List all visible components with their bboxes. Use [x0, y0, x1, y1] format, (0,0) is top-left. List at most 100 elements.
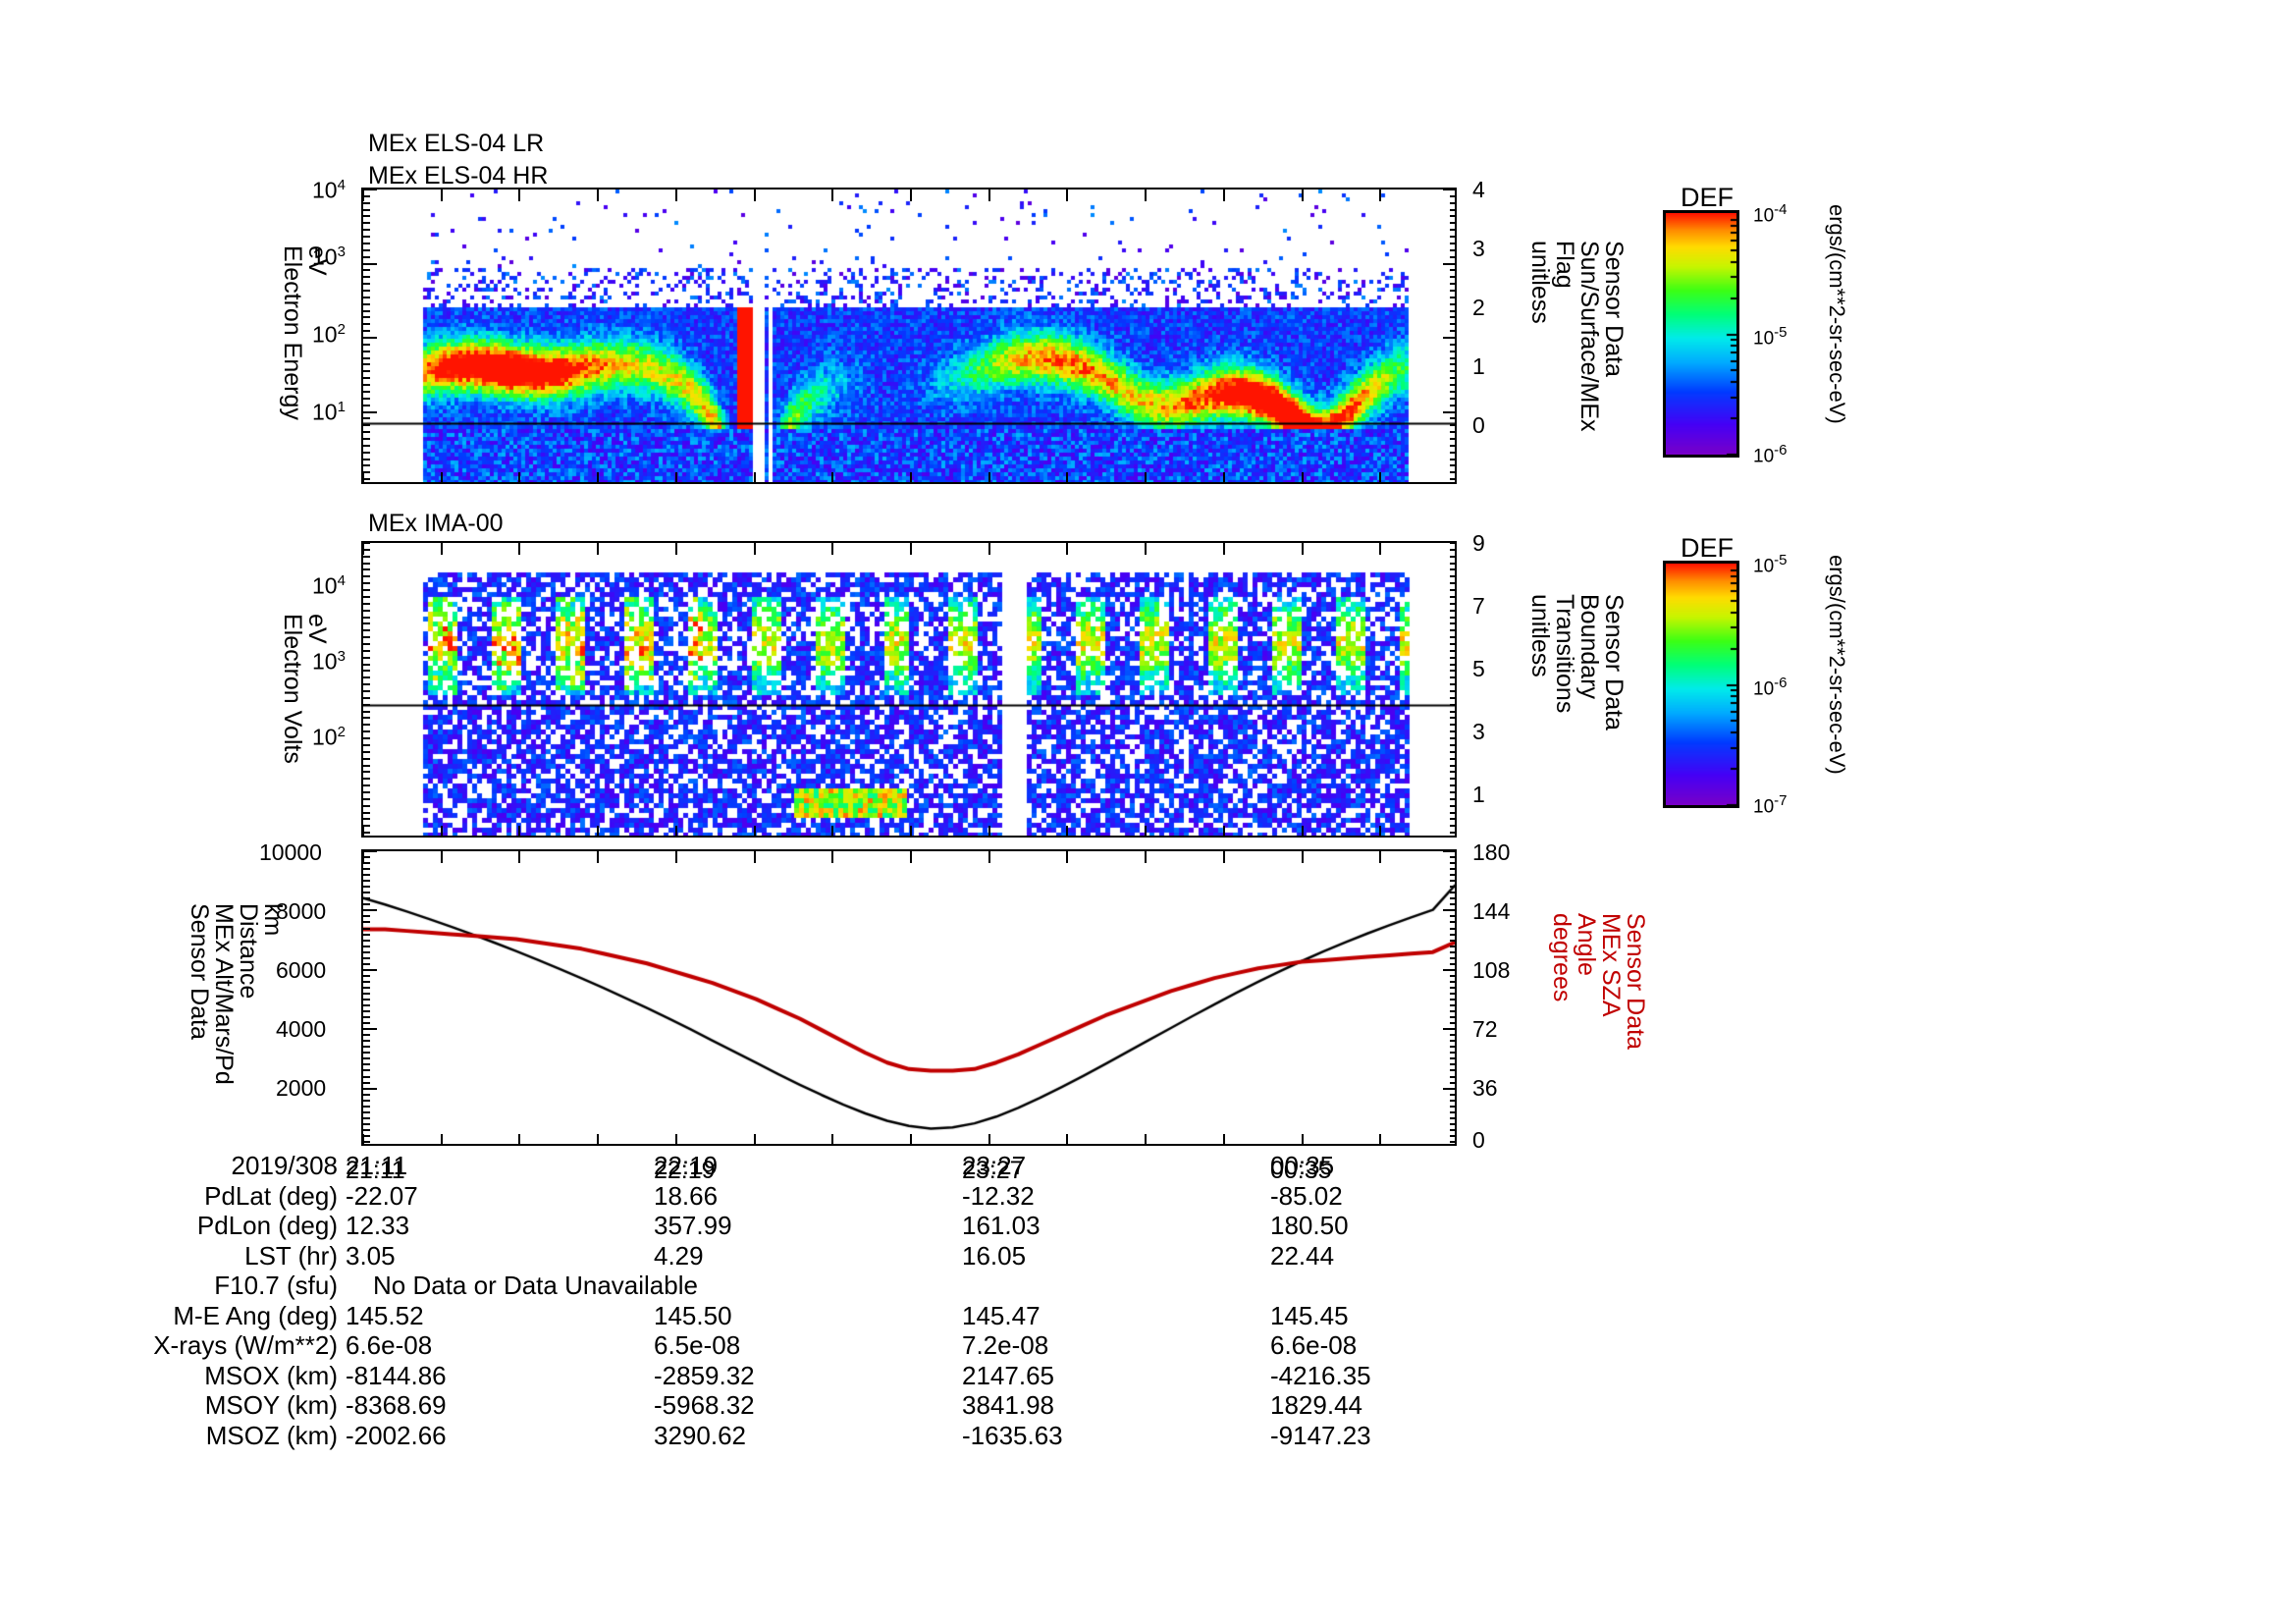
y-tick-mark	[1450, 670, 1455, 673]
y-tick-mark	[1450, 464, 1455, 467]
y-tick-mark	[363, 703, 370, 706]
ephemeris-cell: -22.07	[346, 1180, 418, 1211]
y-tick-mark	[363, 410, 377, 413]
ephemeris-cell: 23:27	[962, 1151, 1027, 1180]
x-tick-mark	[1145, 1134, 1148, 1144]
y-tick-mark	[363, 296, 370, 298]
y-tick-mark	[363, 189, 377, 190]
alt-left-axis-label: Sensor Data MEx Alt/Mars/Pd Distance km	[186, 903, 287, 1085]
x-tick-mark	[1379, 826, 1382, 836]
y-tick-mark	[1450, 880, 1455, 883]
y-tick-mark	[363, 862, 370, 865]
y-tick-mark	[1450, 1093, 1455, 1096]
y-tick-mark	[363, 656, 370, 659]
ephemeris-row-key: MSOX (km)	[204, 1360, 338, 1390]
y-tick-mark	[1450, 832, 1455, 835]
ephemeris-cell: -1635.63	[962, 1420, 1063, 1450]
y-tick-mark	[363, 283, 370, 286]
y-tick-mark	[1450, 778, 1455, 781]
ima-spectrogram-canvas	[363, 543, 1455, 836]
y-tick-mark	[363, 1122, 370, 1125]
y-tick-mark	[1443, 909, 1455, 912]
ephemeris-cell: -4216.35	[1270, 1360, 1371, 1390]
y-tick-mark	[1450, 939, 1455, 942]
y-tick-mark	[363, 437, 370, 440]
x-tick-mark	[1066, 851, 1069, 863]
els-spectrogram-canvas	[363, 189, 1455, 482]
x-tick-mark	[1145, 543, 1148, 555]
y-tick-mark	[363, 811, 370, 814]
x-tick-mark	[440, 543, 443, 555]
y-tick-mark	[363, 424, 370, 427]
y-tick-mark	[363, 1010, 370, 1013]
y-tick-mark	[363, 968, 377, 971]
y-tick-mark	[1450, 1140, 1455, 1143]
colorbar-1-bottom-label: 10-6	[1753, 442, 1788, 467]
y-tick-mark	[363, 683, 370, 686]
y-tick-mark	[363, 797, 370, 800]
x-tick-mark	[1145, 189, 1148, 201]
ephemeris-row-key: MSOY (km)	[204, 1390, 338, 1420]
y-tick-mark	[363, 356, 370, 359]
x-tick-mark	[753, 543, 756, 555]
alt-left-axis-label-line-1: Sensor Data	[186, 903, 213, 1040]
y-tick-mark	[1450, 804, 1455, 807]
y-tick-mark	[1450, 309, 1455, 312]
y-tick-mark	[1450, 980, 1455, 983]
sza-rtick-72: 72	[1472, 1016, 1498, 1042]
y-tick-mark	[363, 629, 370, 632]
x-tick-mark	[674, 826, 677, 836]
x-tick-mark	[910, 543, 912, 555]
y-tick-mark	[363, 690, 370, 692]
ima-left-axis-label: Electron Volts eV	[279, 614, 331, 764]
y-tick-mark	[363, 602, 370, 605]
y-tick-mark	[363, 350, 370, 352]
y-tick-mark	[1450, 343, 1455, 346]
y-tick-mark	[1450, 1116, 1455, 1119]
y-tick-mark	[1450, 811, 1455, 814]
ephemeris-cell: 1829.44	[1270, 1390, 1362, 1420]
ima-rtick-1: 1	[1472, 782, 1485, 807]
y-tick-mark	[1450, 784, 1455, 787]
x-tick-mark	[440, 1134, 443, 1144]
x-tick-mark	[988, 543, 990, 555]
y-tick-mark	[363, 478, 370, 481]
ephemeris-cell: 7.2e-08	[962, 1330, 1049, 1360]
x-tick-mark	[1066, 189, 1069, 201]
els-ytick-10e1: 101	[312, 399, 346, 425]
y-tick-mark	[363, 431, 370, 434]
y-tick-mark	[1443, 851, 1455, 852]
y-tick-mark	[363, 724, 370, 727]
ephemeris-cell: 357.99	[654, 1211, 732, 1240]
y-tick-mark	[1450, 1022, 1455, 1025]
y-tick-mark	[1450, 1034, 1455, 1037]
y-tick-mark	[1450, 921, 1455, 924]
alt-ytick-2000: 2000	[276, 1075, 327, 1101]
x-tick-mark	[831, 543, 834, 555]
y-tick-mark	[363, 915, 370, 918]
y-tick-mark	[363, 892, 370, 894]
y-tick-mark	[363, 1081, 370, 1084]
ima-right-axis-label: unitless Transitions Boundary Sensor Dat…	[1526, 594, 1628, 730]
y-tick-mark	[363, 384, 370, 387]
ephemeris-row-key: X-rays (W/m**2)	[153, 1330, 338, 1360]
x-tick-mark	[988, 851, 990, 863]
ephemeris-row-key: MSOZ (km)	[205, 1420, 338, 1450]
y-tick-mark	[363, 1046, 370, 1049]
y-tick-mark	[1450, 629, 1455, 632]
y-tick-mark	[363, 945, 370, 947]
y-tick-mark	[1450, 330, 1455, 333]
y-tick-mark	[363, 986, 370, 989]
y-tick-mark	[1450, 986, 1455, 989]
y-tick-mark	[363, 1028, 377, 1031]
colorbar-2-mid-label: 10-6	[1753, 675, 1788, 700]
els-right-axis-label-line-1: Sensor Data	[1600, 241, 1628, 377]
x-tick-mark	[831, 472, 834, 482]
y-tick-mark	[363, 323, 370, 326]
y-tick-mark	[363, 737, 370, 740]
els-rtick-3: 3	[1472, 236, 1485, 261]
y-tick-mark	[1443, 410, 1455, 413]
x-tick-mark	[1301, 851, 1304, 863]
x-tick-mark	[1066, 826, 1069, 836]
y-tick-mark	[363, 208, 370, 211]
